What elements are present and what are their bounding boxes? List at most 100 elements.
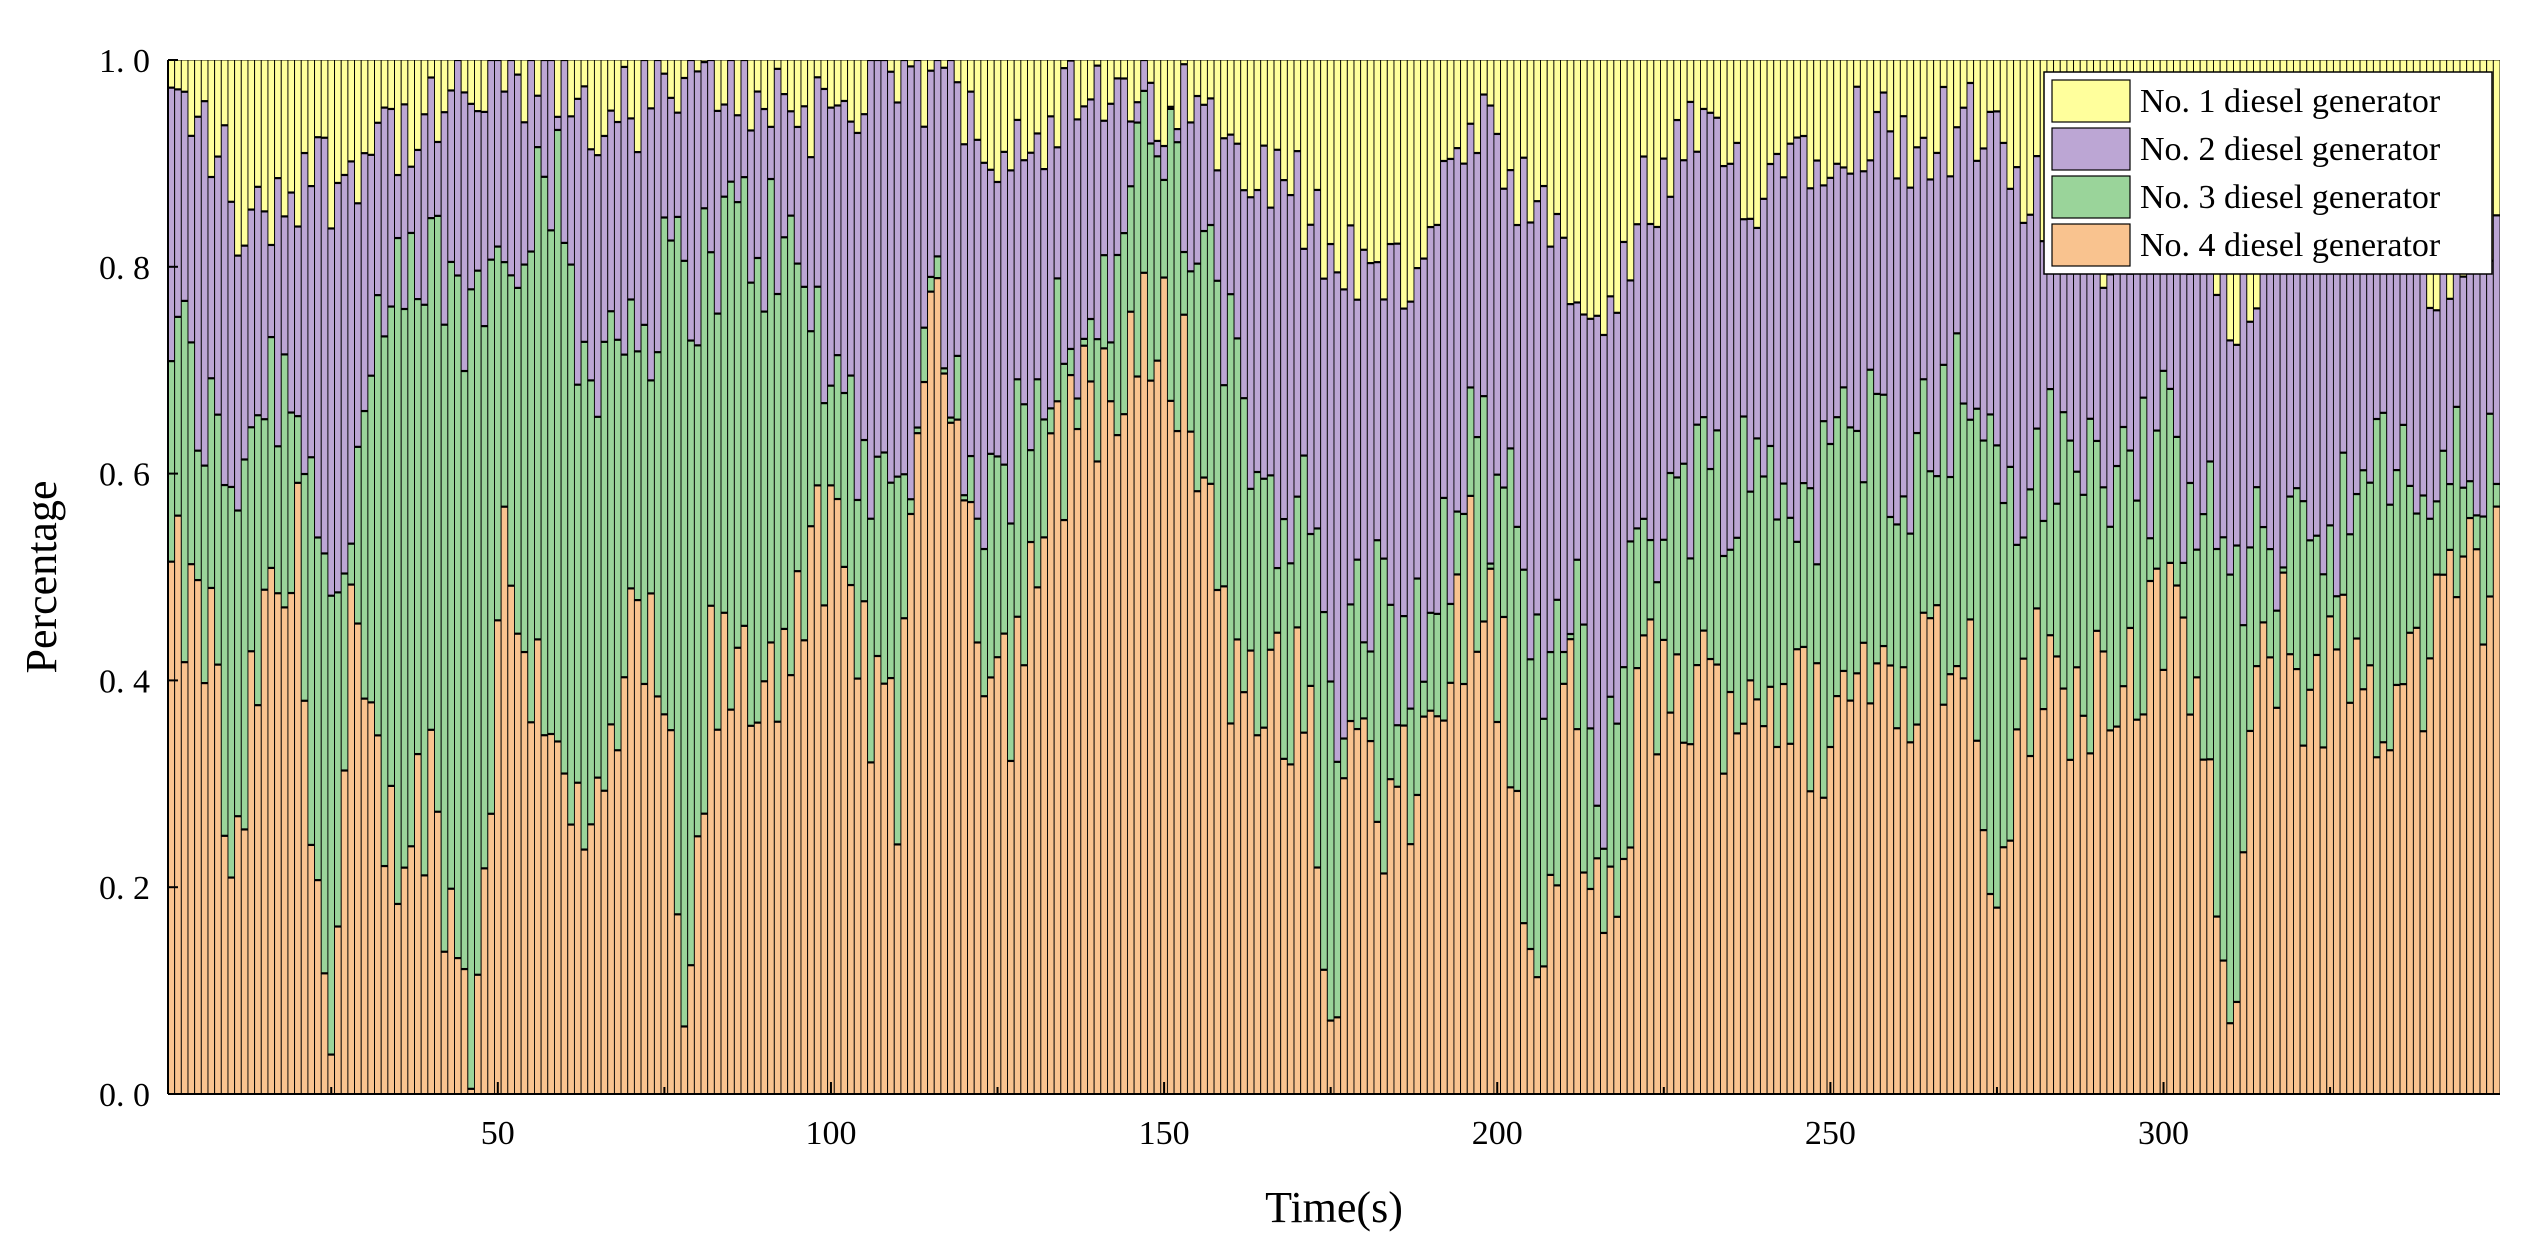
bar-segment-3 xyxy=(1586,318,1595,729)
bar-segment-2 xyxy=(2253,486,2261,667)
bar-segment-2 xyxy=(993,456,1002,658)
legend-swatch xyxy=(2051,223,2131,267)
bar-segment-2 xyxy=(1360,641,1368,719)
bar-segment-2 xyxy=(1573,559,1581,730)
bar-segment-1 xyxy=(887,677,895,1094)
bar-segment-2 xyxy=(414,298,422,755)
bar-segment-3 xyxy=(1959,107,1968,404)
bar-segment-1 xyxy=(1366,740,1375,1094)
bar-segment-1 xyxy=(1266,649,1275,1094)
bar-segment-4 xyxy=(1946,60,1955,177)
bar-segment-3 xyxy=(1047,115,1055,409)
bar-segment-2 xyxy=(1819,420,1828,799)
bar-segment-4 xyxy=(360,60,369,154)
bar-segment-1 xyxy=(1286,763,1295,1094)
bar-segment-4 xyxy=(227,60,236,203)
bar-segment-2 xyxy=(1500,487,1508,618)
bar-segment-1 xyxy=(2153,568,2161,1094)
bar-segment-1 xyxy=(947,422,955,1094)
bar-segment-3 xyxy=(793,126,802,265)
bar-segment-3 xyxy=(287,192,296,413)
bar-segment-4 xyxy=(447,60,455,91)
bar-segment-2 xyxy=(1939,364,1948,706)
bar-segment-2 xyxy=(1593,805,1601,859)
bar-segment-4 xyxy=(1600,60,1608,336)
bar-segment-3 xyxy=(1739,218,1748,417)
bar-segment-1 xyxy=(1400,725,1408,1094)
bar-segment-4 xyxy=(400,60,409,105)
bar-segment-3 xyxy=(314,136,322,538)
bar-segment-1 xyxy=(867,761,875,1094)
bar-segment-3 xyxy=(1273,149,1282,569)
bar-segment-2 xyxy=(240,459,249,830)
bar-segment-4 xyxy=(1200,60,1208,106)
bar-segment-2 xyxy=(1433,613,1442,717)
bar-segment-1 xyxy=(1833,695,1841,1094)
bar-segment-3 xyxy=(1486,105,1495,565)
bar-segment-1 xyxy=(200,682,209,1094)
bar-segment-1 xyxy=(1260,727,1268,1094)
bar-segment-3 xyxy=(1146,82,1155,144)
bar-segment-1 xyxy=(1446,682,1455,1094)
bar-segment-1 xyxy=(2326,615,2334,1094)
x-axis-title: Time(s) xyxy=(1265,1183,1403,1232)
bar-segment-3 xyxy=(1113,77,1122,256)
bar-segment-1 xyxy=(1913,724,1921,1094)
bar-segment-2 xyxy=(693,344,702,837)
bar-segment-4 xyxy=(520,60,529,123)
bar-segment-3 xyxy=(2106,273,2114,528)
bar-segment-1 xyxy=(2079,715,2088,1094)
bar-segment-3 xyxy=(480,111,489,327)
bar-segment-4 xyxy=(987,60,995,171)
bar-segment-2 xyxy=(1779,483,1788,685)
bar-segment-4 xyxy=(1133,60,1142,103)
bar-segment-3 xyxy=(1360,249,1368,643)
bar-segment-2 xyxy=(2359,469,2368,690)
bar-segment-3 xyxy=(1899,115,1908,497)
bar-segment-2 xyxy=(1906,533,1915,743)
bar-segment-1 xyxy=(1213,589,1222,1094)
bar-segment-1 xyxy=(747,725,755,1094)
bar-segment-1 xyxy=(2066,759,2075,1094)
bar-segment-4 xyxy=(1053,60,1062,148)
bar-segment-4 xyxy=(1226,60,1235,136)
bar-segment-2 xyxy=(2219,536,2228,962)
bar-segment-4 xyxy=(1126,60,1135,122)
bar-segment-3 xyxy=(2019,222,2028,538)
bar-segment-2 xyxy=(1380,558,1388,874)
bar-segment-1 xyxy=(1160,277,1168,1094)
bar-segment-1 xyxy=(1080,345,1088,1094)
bar-segment-4 xyxy=(1853,60,1861,88)
bar-segment-4 xyxy=(420,60,429,115)
bar-segment-1 xyxy=(1533,976,1542,1094)
bar-segment-2 xyxy=(2452,406,2461,598)
bar-segment-1 xyxy=(1466,495,1475,1094)
bar-segment-3 xyxy=(1846,173,1855,428)
bar-segment-3 xyxy=(1206,97,1215,226)
bar-segment-2 xyxy=(2266,548,2274,658)
bar-segment-1 xyxy=(214,664,222,1094)
bar-segment-1 xyxy=(773,721,782,1094)
bar-segment-4 xyxy=(713,60,722,112)
bar-segment-4 xyxy=(733,60,742,116)
y-tick-label: 0. 8 xyxy=(99,250,150,287)
bar-segment-1 xyxy=(1340,777,1348,1094)
bar-segment-2 xyxy=(1373,539,1382,823)
bar-segment-2 xyxy=(247,426,256,652)
bar-segment-1 xyxy=(1819,797,1828,1094)
bar-segment-2 xyxy=(1333,761,1342,1018)
bar-segment-2 xyxy=(2386,504,2394,751)
bar-segment-4 xyxy=(720,60,729,105)
bar-segment-1 xyxy=(2286,653,2294,1094)
bar-segment-3 xyxy=(2219,246,2228,538)
bar-segment-3 xyxy=(1400,308,1408,617)
bar-segment-4 xyxy=(474,60,482,112)
bar-segment-2 xyxy=(1020,403,1028,666)
bar-segment-1 xyxy=(1926,617,1935,1094)
bar-segment-1 xyxy=(2372,756,2381,1094)
bar-segment-2 xyxy=(234,510,242,817)
bar-segment-2 xyxy=(580,341,589,851)
bar-segment-2 xyxy=(2099,486,2108,652)
bar-segment-4 xyxy=(1926,60,1935,180)
bar-segment-4 xyxy=(940,60,949,69)
